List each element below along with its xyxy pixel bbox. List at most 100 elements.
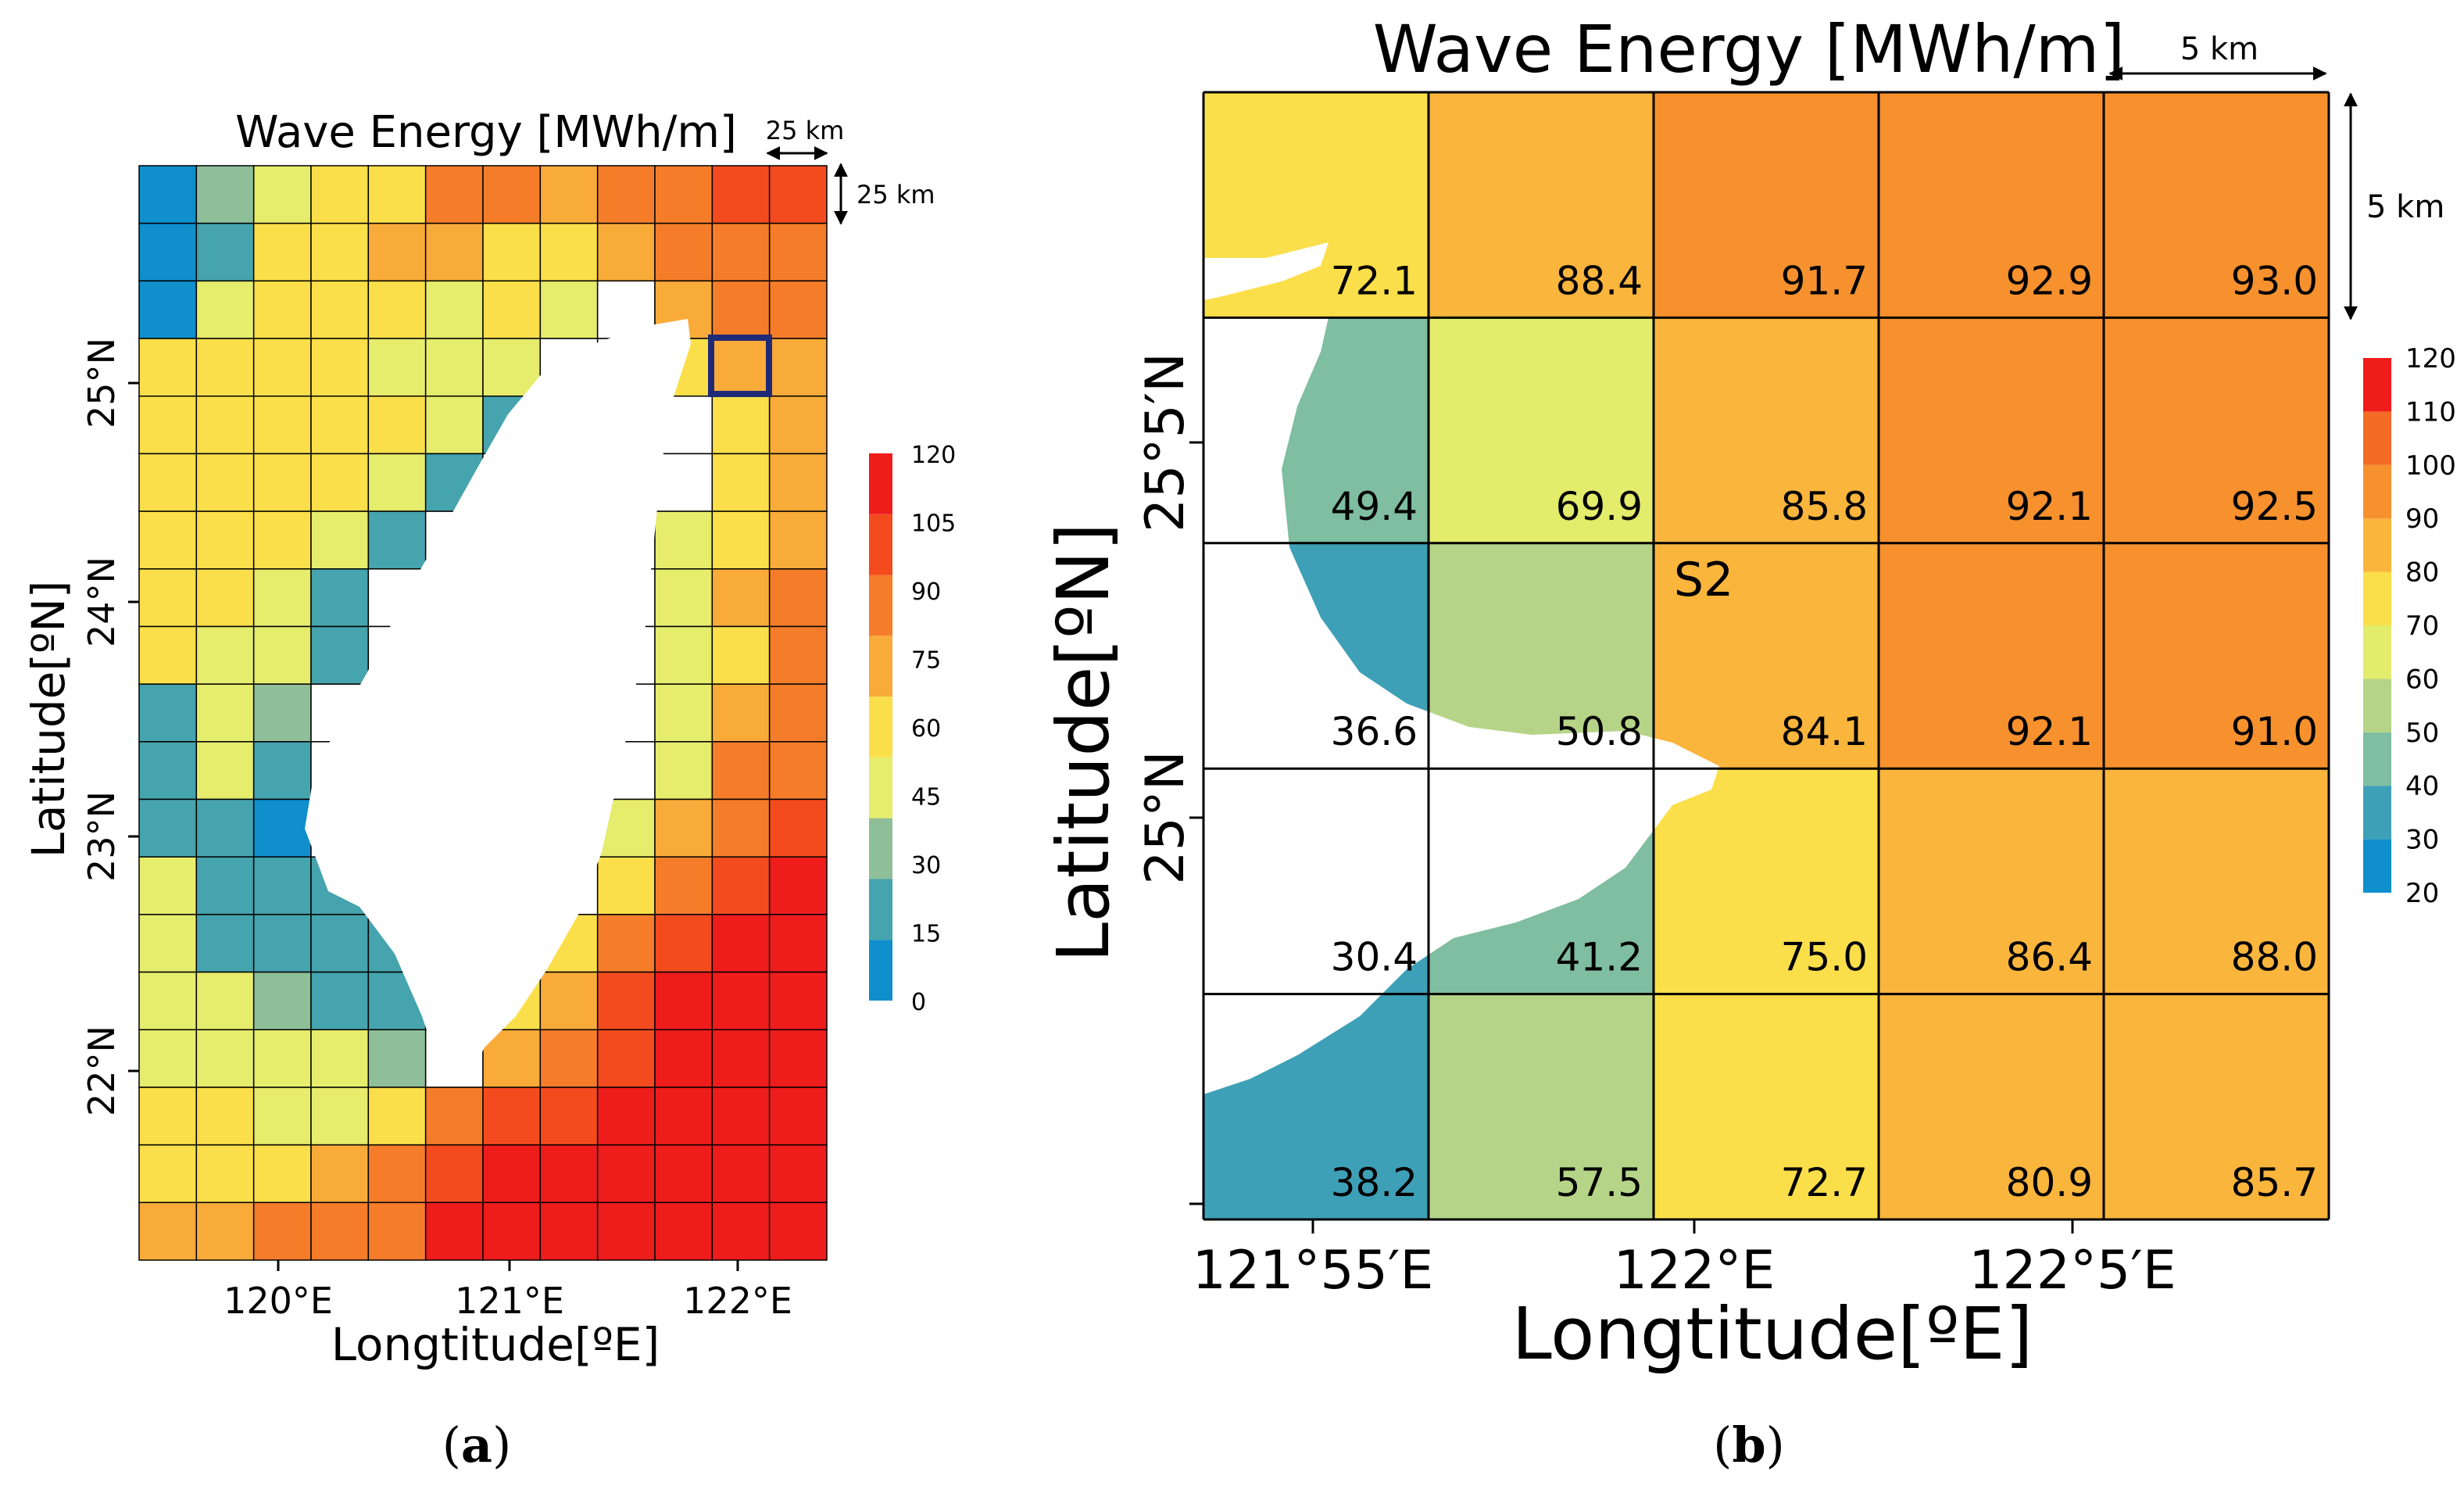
- grid-cell-a: [367, 165, 427, 224]
- grid-cell-b: [1654, 994, 1879, 1219]
- grid-cell-a: [424, 165, 484, 224]
- grid-cell-a: [138, 683, 198, 743]
- grid-cell-a: [252, 222, 312, 282]
- colorbar-b-tick-label: 20: [2405, 878, 2439, 909]
- colorbar-b-swatch: [2363, 518, 2391, 572]
- grid-cell-a: [252, 856, 312, 915]
- cell-value-label: 80.9: [2006, 1160, 2093, 1205]
- grid-cell-a: [138, 510, 198, 570]
- cell-value-label: 38.2: [1331, 1160, 1418, 1205]
- grid-cell-a: [768, 222, 828, 282]
- grid-cell-b: [1654, 317, 1879, 543]
- grid-cell-a: [711, 625, 771, 685]
- panel-a-xlabel: Longtitude[ºE]: [331, 1318, 660, 1371]
- panel-b-caption-close: ): [1766, 1416, 1785, 1474]
- grid-cell-a: [654, 510, 713, 570]
- grid-cell-a: [424, 222, 484, 282]
- coastline-land-shape: [1203, 317, 1719, 1094]
- grid-cell-a: [596, 856, 656, 915]
- grid-cell-a: [768, 683, 828, 743]
- grid-cell-a: [138, 1201, 198, 1261]
- grid-cell-a: [138, 625, 198, 685]
- colorbar-b-swatch: [2363, 411, 2391, 465]
- colorbar-a-swatch: [869, 636, 892, 697]
- grid-cell-a: [424, 395, 484, 455]
- panel-b-caption-letter: b: [1732, 1416, 1765, 1474]
- grid-cell-a: [596, 222, 656, 282]
- cell-value-label: 69.9: [1556, 484, 1643, 529]
- colorbar-b-swatch: [2363, 625, 2391, 679]
- grid-cell-a: [310, 1029, 370, 1088]
- colorbar-b-swatch: [2363, 786, 2391, 840]
- panel-a-ytick-23: 23°N: [80, 791, 123, 882]
- grid-cell-b: [2104, 92, 2329, 318]
- grid-cell-a: [768, 568, 828, 628]
- grid-cell-a: [711, 280, 771, 339]
- grid-cell-a: [654, 971, 713, 1031]
- grid-cell-a: [596, 1087, 656, 1146]
- colorbar-b-tick-label: 40: [2405, 771, 2439, 802]
- grid-cell-a: [195, 568, 255, 628]
- grid-cell-a: [654, 914, 713, 973]
- grid-cell-a: [195, 798, 255, 858]
- grid-cell-a: [252, 1144, 312, 1204]
- grid-cell-a: [138, 1144, 198, 1204]
- grid-cell-a: [596, 1201, 656, 1261]
- colorbar-b-swatch: [2363, 571, 2391, 625]
- grid-cell-a: [711, 453, 771, 512]
- panel-a-colorbar: 120 105 90 75 60 45 30 15 0: [869, 442, 956, 1016]
- grid-cell-a: [654, 856, 713, 915]
- cell-value-label: 72.7: [1781, 1160, 1868, 1205]
- panel-b-ytick-2: 25°N: [1135, 750, 1196, 884]
- grid-cell-a: [768, 510, 828, 570]
- colorbar-b-tick-label: 70: [2405, 611, 2439, 642]
- grid-cell-a: [310, 510, 370, 570]
- grid-cell-a: [252, 510, 312, 570]
- grid-cell-a: [482, 1087, 542, 1146]
- coastline-land-notch: [1203, 242, 1329, 300]
- grid-cell-a: [367, 1029, 427, 1088]
- grid-cell-a: [252, 165, 312, 224]
- grid-cell-a: [539, 971, 599, 1031]
- grid-cell-a: [654, 453, 713, 512]
- grid-cell-a: [768, 1201, 828, 1261]
- panel-a-title: Wave Energy [MWh/m]: [235, 107, 737, 158]
- grid-cell-a: [768, 914, 828, 973]
- grid-cell-a: [596, 914, 656, 973]
- grid-cell-a: [310, 453, 370, 512]
- grid-cell-a: [539, 1144, 599, 1204]
- cell-value-label: 88.4: [1556, 258, 1643, 303]
- grid-cell-a: [482, 1144, 542, 1204]
- cell-value-label: 91.0: [2231, 709, 2318, 754]
- grid-cell-b: [2104, 994, 2329, 1219]
- station-label-s2: S2: [1674, 553, 1733, 607]
- grid-cell-a: [367, 1087, 427, 1146]
- grid-cell-a: [711, 683, 771, 743]
- cell-value-label: 91.7: [1781, 258, 1868, 303]
- colorbar-b-swatch: [2363, 839, 2391, 893]
- grid-cell-a: [711, 1087, 771, 1146]
- grid-cell-a: [711, 1201, 771, 1261]
- panel-a-ytick-25: 25°N: [80, 338, 123, 428]
- panel-a-ylabel: Latitude[ºN]: [22, 581, 75, 858]
- grid-cell-a: [367, 222, 427, 282]
- panel-a: Wave Energy [MWh/m] 25 km 25 km 120 105 90…: [22, 107, 956, 1474]
- grid-cell-a: [367, 338, 427, 397]
- grid-cell-a: [252, 280, 312, 339]
- grid-cell-a: [367, 395, 427, 455]
- panel-b: Wave Energy [MWh/m] 5 km 5 km 72.1 88.4 91…: [1042, 11, 2456, 1474]
- panel-b-scale-v-label: 5 km: [2366, 189, 2444, 225]
- grid-cell-a: [539, 165, 599, 224]
- cell-value-label: 85.7: [2231, 1160, 2318, 1205]
- grid-cell-a: [252, 971, 312, 1031]
- cell-value-label: 72.1: [1331, 258, 1418, 303]
- grid-cell-a: [596, 1144, 656, 1204]
- colorbar-b-tick-label: 80: [2405, 557, 2439, 589]
- grid-cell-a: [424, 1144, 484, 1204]
- grid-cell-a: [252, 568, 312, 628]
- colorbar-a-tick-label: 30: [911, 852, 941, 879]
- cell-value-label: 92.1: [2006, 709, 2093, 754]
- colorbar-b-tick-label: 120: [2405, 343, 2456, 374]
- grid-cell-a: [768, 338, 828, 397]
- cell-value-label: 86.4: [2006, 935, 2093, 980]
